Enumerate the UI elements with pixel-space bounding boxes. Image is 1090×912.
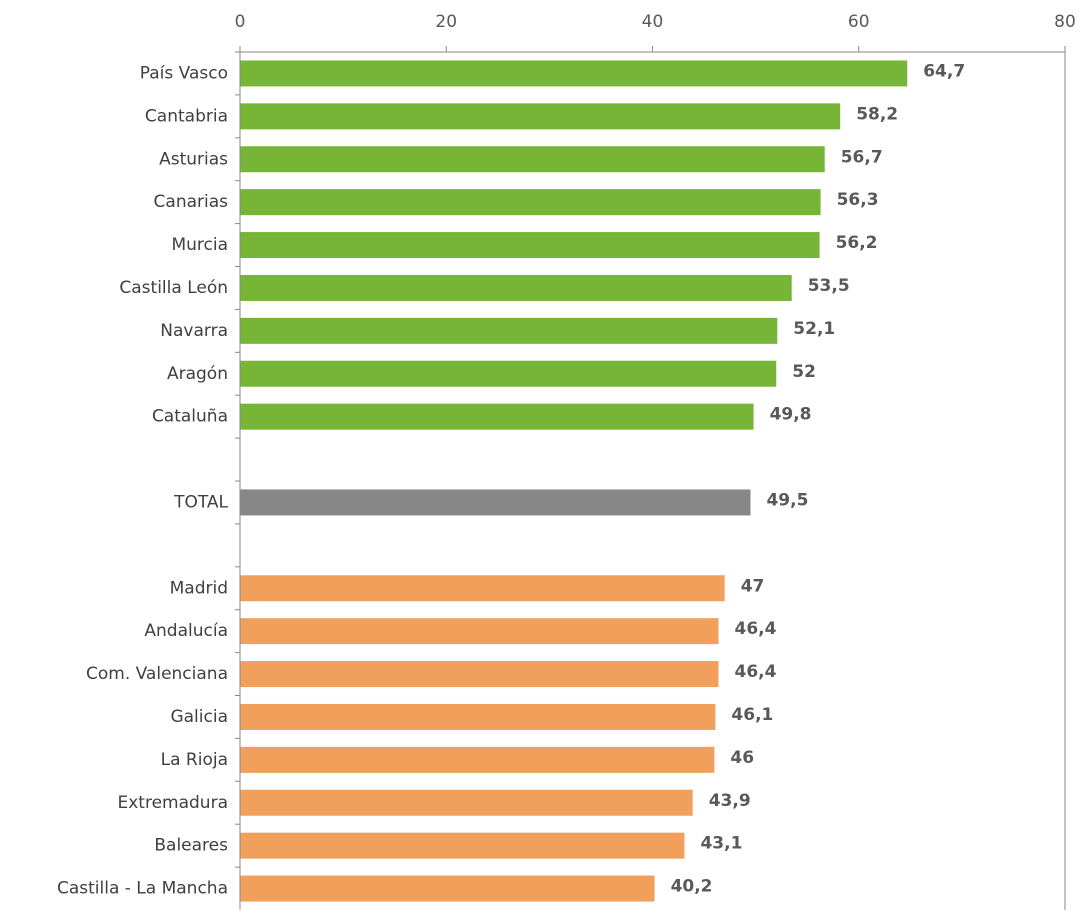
- bar: [240, 661, 719, 688]
- value-label: 52,1: [793, 319, 835, 339]
- bar: [240, 317, 778, 344]
- y-tick-label: Extremadura: [118, 793, 229, 813]
- y-tick-label: Com. Valenciana: [86, 664, 228, 684]
- value-label: 49,5: [766, 490, 808, 510]
- y-tick-label: Baleares: [154, 836, 228, 856]
- y-tick-label: Andalucía: [144, 621, 228, 641]
- bar: [240, 232, 820, 259]
- x-tick-label: 20: [435, 12, 457, 32]
- value-label: 43,9: [709, 791, 751, 811]
- y-tick-label: Madrid: [170, 578, 228, 598]
- value-label: 64,7: [923, 61, 965, 81]
- value-label: 46: [730, 748, 754, 768]
- y-tick-label: Castilla - La Mancha: [57, 879, 228, 899]
- x-tick-label: 40: [642, 12, 664, 32]
- value-label: 56,2: [836, 233, 878, 253]
- bar: [240, 146, 825, 173]
- value-label: 56,3: [837, 190, 879, 210]
- bar: [240, 360, 777, 387]
- value-label: 46,1: [731, 705, 773, 725]
- y-tick-label: Aragón: [167, 364, 228, 384]
- bar: [240, 103, 841, 130]
- bar: [240, 832, 685, 859]
- y-tick-label: Cantabria: [145, 106, 228, 126]
- value-label: 43,1: [700, 834, 742, 854]
- bar: [240, 60, 908, 87]
- value-label: 47: [741, 576, 765, 596]
- y-tick-label: Galicia: [170, 707, 228, 727]
- bar: [240, 403, 754, 430]
- bar: [240, 618, 719, 645]
- x-tick-label: 60: [848, 12, 870, 32]
- value-label: 52: [792, 362, 816, 382]
- y-tick-label: Castilla León: [119, 278, 228, 298]
- bar: [240, 489, 751, 516]
- y-tick-label: Asturias: [159, 149, 228, 169]
- value-label: 56,7: [841, 147, 883, 167]
- y-tick-label: Navarra: [160, 321, 228, 341]
- y-tick-label: Murcia: [171, 235, 228, 255]
- y-tick-label: Cataluña: [152, 407, 228, 427]
- y-tick-label: País Vasco: [140, 63, 228, 83]
- bar: [240, 274, 792, 301]
- value-label: 40,2: [671, 877, 713, 897]
- y-tick-label: La Rioja: [161, 750, 228, 770]
- y-tick-label: TOTAL: [173, 492, 228, 512]
- value-label: 58,2: [856, 104, 898, 124]
- value-label: 49,8: [770, 405, 812, 425]
- x-tick-label: 0: [235, 12, 246, 32]
- bar: [240, 703, 716, 730]
- value-label: 46,4: [735, 662, 777, 682]
- value-label: 46,4: [735, 619, 777, 639]
- value-label: 53,5: [808, 276, 850, 296]
- bar: [240, 789, 693, 816]
- y-tick-label: Canarias: [154, 192, 229, 212]
- x-tick-label: 80: [1054, 12, 1076, 32]
- bar: [240, 746, 715, 773]
- bar: [240, 575, 725, 602]
- bar: [240, 875, 655, 902]
- bar: [240, 189, 821, 216]
